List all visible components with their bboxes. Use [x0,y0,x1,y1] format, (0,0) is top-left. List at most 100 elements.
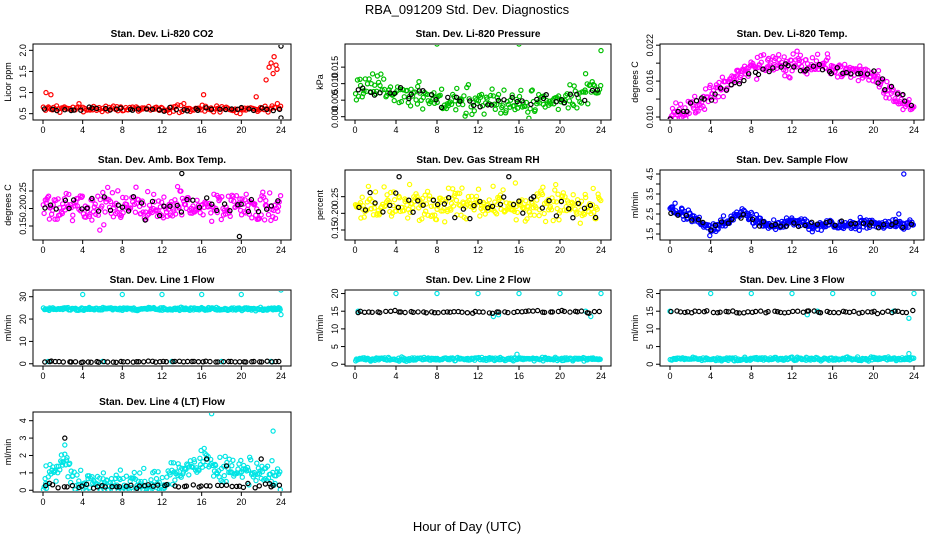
data-point [500,187,506,193]
data-point [531,212,538,218]
data-point [104,359,111,365]
data-point [543,91,549,98]
data-point [582,97,588,104]
panel-temp: Stan. Dev. Li-820 Temp. 0 4 8 12 16 20 24 0.010 0… [630,29,925,135]
data-point [209,201,215,207]
x-tick-label: 4 [80,371,85,381]
data-point [181,107,187,113]
data-point [391,90,398,97]
data-point [480,309,486,315]
data-point [478,91,485,98]
data-point [539,205,546,211]
data-point [391,97,397,104]
figure-title: RBA_091209 Std. Dev. Diagnostics [365,2,570,17]
plot-frame [344,43,612,121]
data-point [95,208,102,214]
data-point [693,97,700,104]
data-point [89,195,95,202]
data-point [564,91,570,97]
data-point [471,202,477,209]
data-point [527,209,533,215]
x-tick-label: 24 [276,125,286,135]
data-point [208,106,215,112]
data-point [712,91,718,97]
data-point [384,92,390,99]
data-point [167,203,173,209]
data-point [512,180,519,186]
data-point [365,183,372,190]
data-point [117,476,123,483]
data-point [514,105,521,111]
y-tick-label: 20 [330,289,340,299]
data-point [428,203,434,209]
data-point [595,191,601,197]
data-point [235,201,241,208]
x-tick-label: 24 [909,245,919,255]
data-point [450,186,456,192]
data-point [435,310,441,316]
data-point [143,106,150,112]
data-point [278,311,284,318]
data-point [477,198,483,205]
data-point [910,307,916,314]
data-point [473,193,480,200]
data-point [246,454,253,460]
data-point [181,100,187,107]
data-point [559,307,565,314]
panel-points [667,171,917,239]
x-tick-label: 20 [868,245,878,255]
data-point [828,70,835,77]
data-point [274,66,280,73]
x-tick-label: 4 [708,371,713,381]
data-point [760,66,766,72]
data-point [113,472,119,478]
data-point [380,209,386,215]
data-point [102,209,108,215]
data-point [513,217,519,223]
panel-points [40,45,284,119]
data-point [230,457,236,463]
data-point [245,208,252,215]
data-point [696,214,703,220]
data-point [406,95,412,102]
data-point [911,355,917,361]
data-point [406,197,412,203]
data-point [510,201,517,208]
data-point [486,197,492,203]
y-tick-label: 0.010 [645,106,655,129]
data-point [101,194,108,200]
data-point [675,212,681,218]
data-point [753,308,759,315]
data-point [66,205,72,212]
data-point [183,483,190,489]
data-point [266,64,272,70]
data-point [457,190,463,197]
data-point [575,200,582,207]
panel-title: Stan. Dev. Line 1 Flow [110,275,215,286]
data-point [438,86,445,92]
data-point [514,209,521,216]
data-point [911,291,917,297]
data-point [448,207,454,213]
data-point [150,191,157,198]
x-tick-label: 8 [120,371,125,381]
y-axis-label: kPa [315,74,325,90]
data-point [167,472,173,478]
data-point [148,477,154,483]
data-point [218,216,224,223]
data-point [381,184,387,190]
data-point [677,101,684,108]
data-point [594,87,601,93]
data-point [523,308,529,314]
data-point [558,198,565,205]
data-point [901,171,907,177]
data-point [207,483,213,489]
data-point [410,309,416,315]
data-point [804,218,810,224]
data-point [144,188,151,195]
data-point [414,101,421,107]
y-tick-label: 3.5 [645,188,655,201]
data-point [155,198,162,204]
data-point [446,194,452,201]
